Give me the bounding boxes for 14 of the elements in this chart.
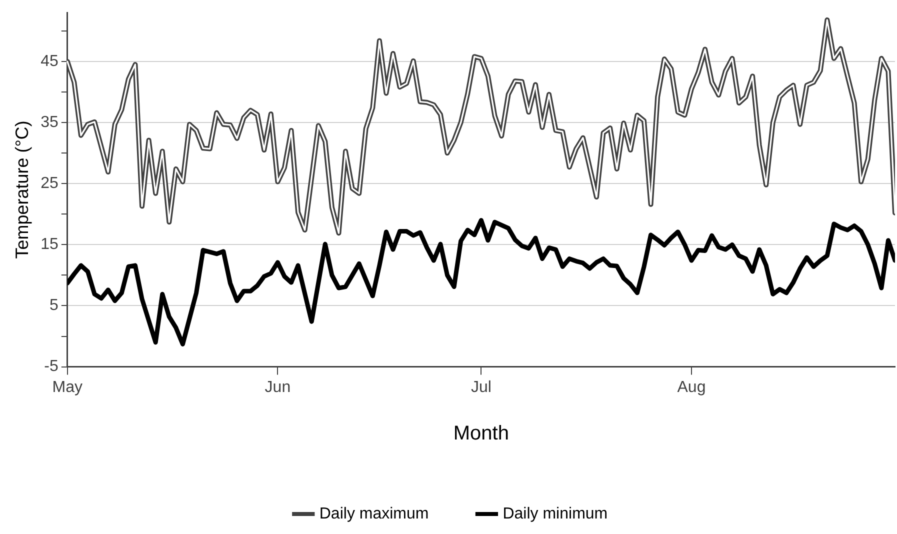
legend-label: Daily maximum xyxy=(319,505,429,522)
y-axis-title: Temperature (°C) xyxy=(12,120,32,259)
y-tick-label: 25 xyxy=(40,175,58,192)
x-axis-title: Month xyxy=(453,422,509,445)
y-tick-label: 45 xyxy=(40,52,58,70)
y-tick-label: 15 xyxy=(40,236,58,254)
x-tick-label: May xyxy=(52,378,83,396)
legend-label: Daily minimum xyxy=(502,505,608,522)
y-tick-label: 35 xyxy=(40,114,58,131)
x-tick-label: Aug xyxy=(677,378,706,396)
x-tick-label: Jun xyxy=(264,378,291,396)
y-tick-label: 5 xyxy=(49,297,58,314)
x-tick-label: Jul xyxy=(470,378,492,396)
y-tick-label: -5 xyxy=(44,358,58,376)
